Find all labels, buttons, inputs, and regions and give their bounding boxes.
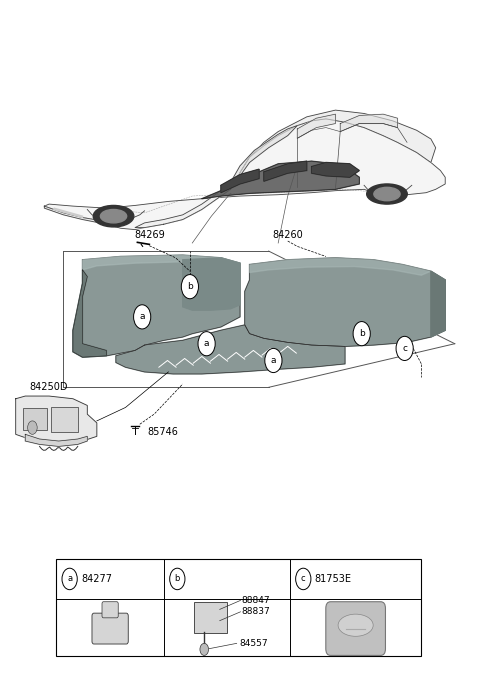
FancyBboxPatch shape — [51, 407, 78, 432]
FancyBboxPatch shape — [326, 602, 385, 655]
Circle shape — [296, 568, 311, 590]
Polygon shape — [340, 114, 397, 131]
Ellipse shape — [338, 614, 373, 636]
Polygon shape — [54, 208, 83, 218]
Text: a: a — [271, 356, 276, 365]
Polygon shape — [230, 125, 297, 189]
Polygon shape — [297, 114, 336, 138]
Text: 81753E: 81753E — [315, 574, 352, 584]
Circle shape — [170, 568, 185, 590]
Text: b: b — [359, 329, 365, 338]
Polygon shape — [312, 162, 360, 177]
Text: 84277: 84277 — [81, 574, 112, 584]
Text: 88847: 88847 — [241, 596, 270, 605]
Polygon shape — [73, 270, 107, 357]
Polygon shape — [245, 257, 445, 346]
Polygon shape — [44, 206, 107, 224]
Ellipse shape — [374, 187, 400, 201]
FancyBboxPatch shape — [56, 559, 421, 656]
Text: 84260: 84260 — [272, 230, 303, 240]
Text: 84557: 84557 — [239, 639, 268, 648]
Text: c: c — [402, 344, 407, 353]
Circle shape — [353, 321, 370, 346]
Circle shape — [181, 274, 199, 299]
Polygon shape — [431, 271, 445, 337]
FancyBboxPatch shape — [23, 408, 47, 429]
Polygon shape — [25, 434, 87, 446]
Polygon shape — [73, 255, 240, 357]
Polygon shape — [183, 257, 240, 310]
Text: a: a — [139, 312, 145, 321]
Polygon shape — [135, 189, 230, 228]
FancyBboxPatch shape — [194, 603, 227, 634]
Polygon shape — [221, 169, 259, 193]
Polygon shape — [240, 110, 436, 173]
Polygon shape — [264, 161, 307, 181]
Ellipse shape — [367, 184, 407, 204]
Polygon shape — [202, 161, 360, 199]
Polygon shape — [116, 325, 345, 374]
Text: c: c — [301, 574, 306, 584]
FancyBboxPatch shape — [92, 613, 128, 644]
Circle shape — [62, 568, 77, 590]
Polygon shape — [16, 396, 97, 443]
Ellipse shape — [93, 206, 134, 227]
Text: b: b — [175, 574, 180, 584]
Circle shape — [265, 348, 282, 373]
Polygon shape — [250, 257, 431, 275]
Text: a: a — [204, 339, 209, 348]
Polygon shape — [44, 119, 445, 230]
FancyBboxPatch shape — [102, 602, 118, 618]
Text: 85746: 85746 — [147, 427, 178, 437]
Circle shape — [200, 644, 208, 655]
Circle shape — [133, 305, 151, 329]
Circle shape — [396, 336, 413, 361]
Text: b: b — [187, 282, 193, 291]
Text: 84269: 84269 — [134, 230, 165, 240]
Circle shape — [28, 421, 37, 434]
Text: a: a — [67, 574, 72, 584]
Polygon shape — [83, 255, 240, 270]
Circle shape — [198, 332, 215, 356]
Text: 88837: 88837 — [241, 607, 270, 616]
Ellipse shape — [100, 210, 127, 223]
Text: 84250D: 84250D — [30, 382, 68, 392]
